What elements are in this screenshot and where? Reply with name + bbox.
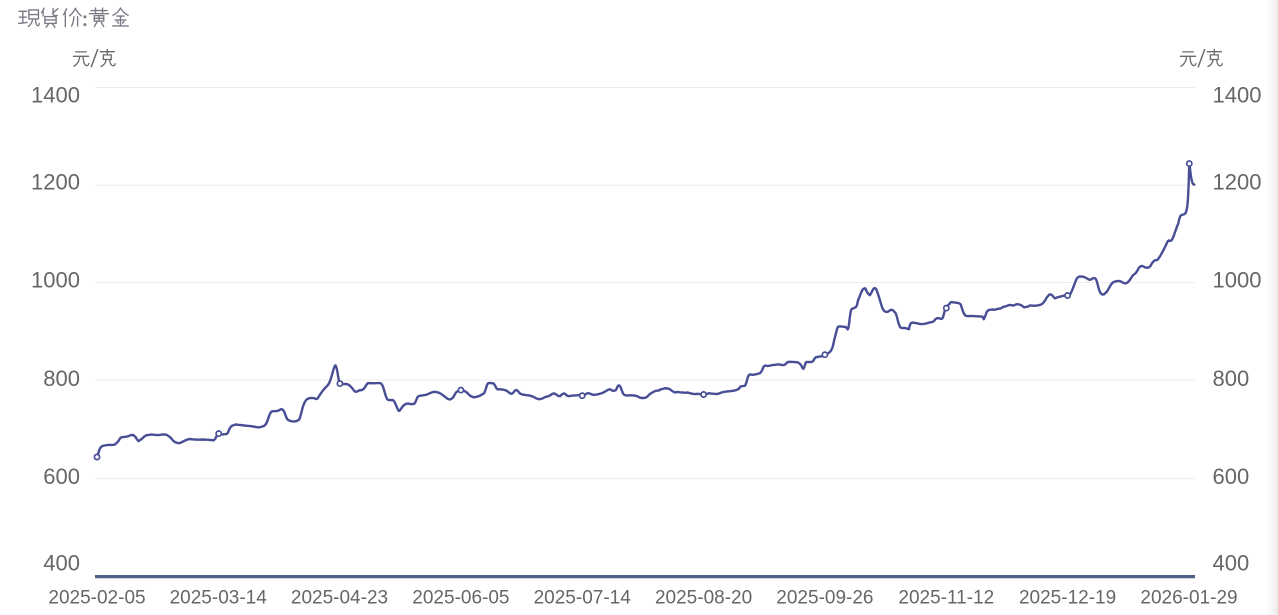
svg-text:1000: 1000: [1213, 267, 1262, 292]
svg-text:1200: 1200: [31, 169, 80, 194]
svg-text:600: 600: [1213, 464, 1250, 489]
svg-text:2025-08-20: 2025-08-20: [655, 588, 752, 609]
svg-text:2025-04-23: 2025-04-23: [291, 588, 388, 609]
svg-text:2026-01-29: 2026-01-29: [1140, 588, 1237, 609]
svg-text:2025-02-05: 2025-02-05: [48, 588, 145, 609]
svg-text:2025-03-14: 2025-03-14: [170, 588, 268, 609]
svg-text:800: 800: [43, 366, 80, 391]
svg-text:1000: 1000: [31, 267, 80, 292]
svg-text:2025-11-12: 2025-11-12: [898, 588, 994, 609]
svg-text:2025-06-05: 2025-06-05: [412, 588, 509, 609]
svg-text:2025-07-14: 2025-07-14: [534, 588, 632, 609]
svg-text:2025-12-19: 2025-12-19: [1019, 588, 1116, 609]
svg-text:400: 400: [43, 551, 80, 576]
svg-text:2025-09-26: 2025-09-26: [776, 588, 873, 609]
svg-text:600: 600: [43, 464, 80, 489]
svg-text:800: 800: [1213, 366, 1250, 391]
svg-text:1400: 1400: [31, 83, 80, 108]
svg-text:1400: 1400: [1213, 83, 1262, 108]
svg-text:1200: 1200: [1213, 169, 1262, 194]
svg-text:400: 400: [1213, 551, 1250, 576]
